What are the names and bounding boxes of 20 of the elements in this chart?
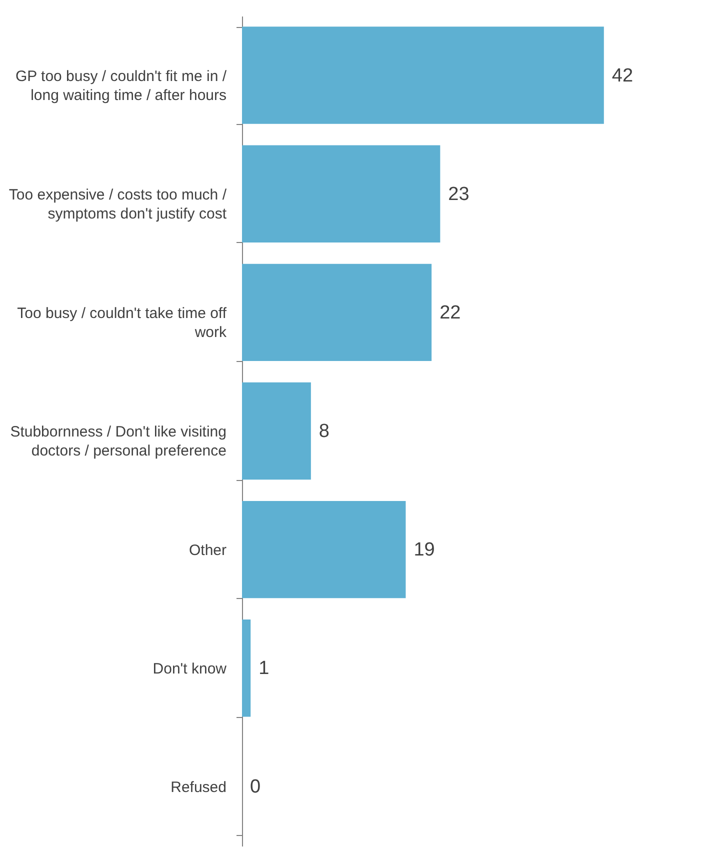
y-tick-label: Stubbornness / Don't like visiting doctors / personal preference [10,424,226,460]
data-label: 8 [318,421,330,442]
bar [242,264,432,362]
data-label: 22 [440,302,461,324]
bar [242,500,406,598]
bar [242,145,440,242]
bar [242,382,311,480]
y-tick-label: GP too busy / couldn't fit me in / long waiting time / after hours [15,68,228,104]
y-tick-label: Other [188,542,227,560]
y-tick-label: Too expensive / costs too much / symptoms don't justify cost [8,186,228,222]
y-tick-label: Don't know [152,660,227,678]
data-label: 1 [258,658,270,680]
data-label: 23 [448,184,470,205]
y-tick-label: Too busy / couldn't take time off work [17,304,228,341]
bar [242,620,251,717]
data-label: 19 [414,540,435,561]
data-label: 42 [612,65,634,86]
data-label: 0 [250,776,261,798]
y-tick-label: Refused [170,779,226,796]
bar [242,26,604,124]
